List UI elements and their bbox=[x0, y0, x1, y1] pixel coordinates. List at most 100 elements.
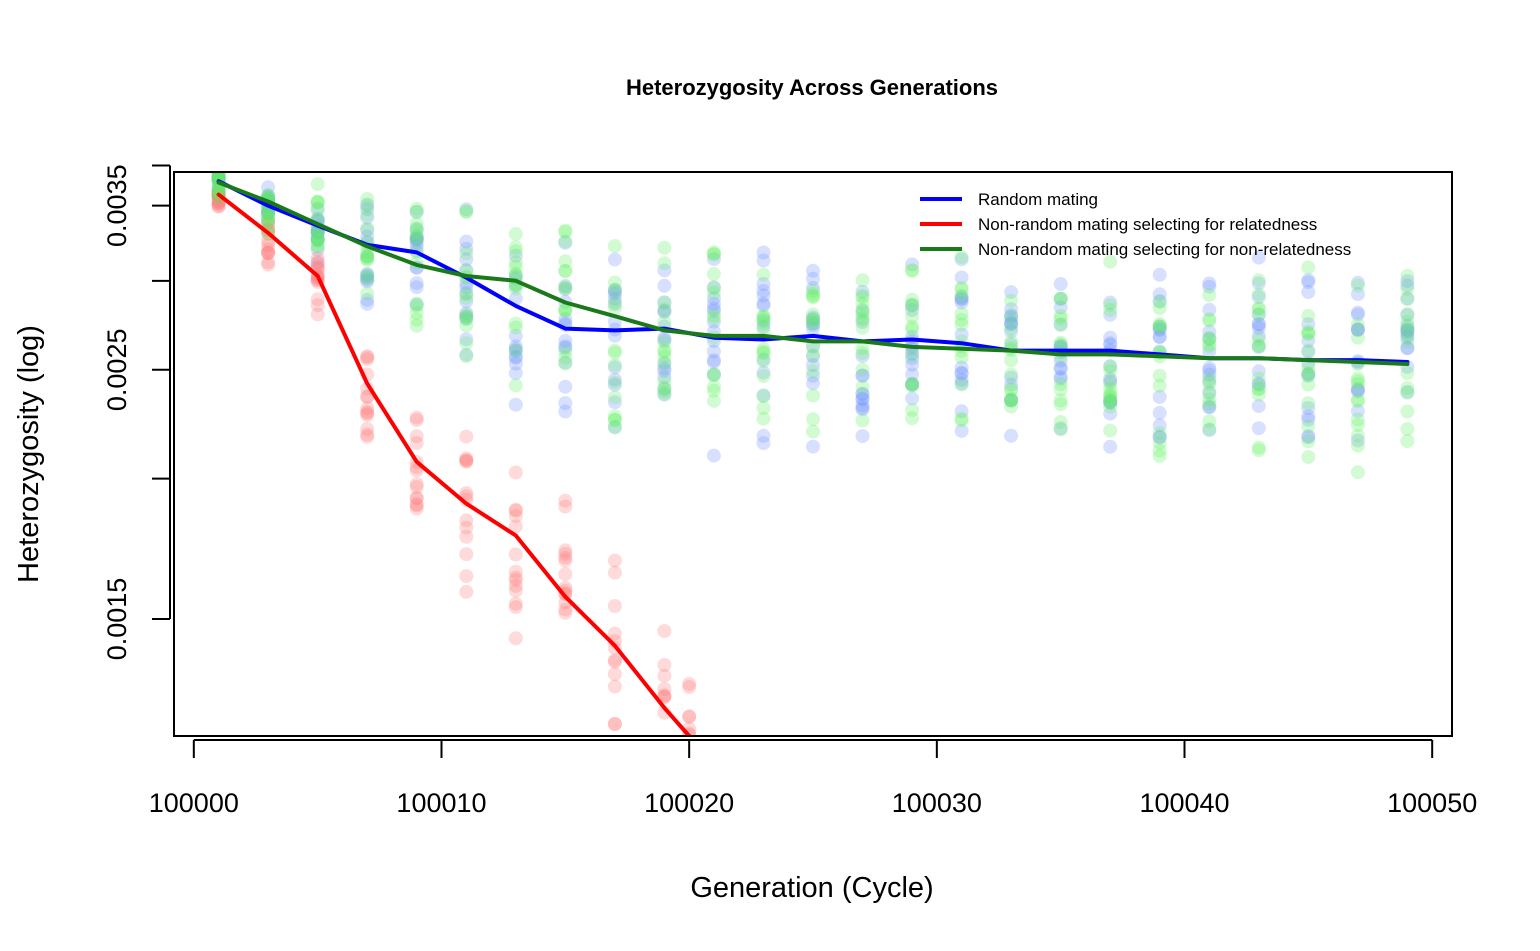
scatter-point bbox=[1251, 273, 1266, 288]
scatter-point bbox=[657, 302, 672, 317]
y-tick-label: 0.0035 bbox=[102, 164, 132, 247]
scatter-point bbox=[459, 294, 474, 309]
legend-label: Non-random mating selecting for relatedn… bbox=[978, 215, 1317, 234]
scatter-point bbox=[508, 227, 523, 241]
scatter-point bbox=[409, 497, 424, 512]
scatter-point bbox=[855, 413, 870, 428]
scatter-point bbox=[310, 259, 325, 274]
scatter-point bbox=[756, 322, 771, 337]
scatter-point bbox=[1350, 383, 1365, 398]
scatter-point bbox=[855, 306, 870, 321]
scatter-point bbox=[558, 333, 573, 348]
scatter-point bbox=[607, 377, 622, 392]
scatter-point bbox=[310, 242, 325, 257]
scatter-point bbox=[508, 342, 523, 357]
scatter-point bbox=[954, 366, 969, 381]
scatter-point bbox=[1053, 335, 1068, 350]
scatter-point bbox=[905, 257, 920, 272]
scatter-point bbox=[905, 348, 920, 363]
scatter-point bbox=[905, 346, 920, 361]
scatter-point bbox=[607, 653, 622, 668]
scatter-point bbox=[1400, 341, 1415, 356]
scatter-point bbox=[261, 212, 276, 227]
scatter-point bbox=[558, 224, 573, 239]
scatter-point bbox=[855, 310, 870, 325]
scatter-point bbox=[806, 310, 820, 325]
scatter-point bbox=[607, 282, 622, 297]
scatter-point bbox=[806, 439, 820, 454]
scatter-point bbox=[657, 305, 672, 320]
scatter-point bbox=[954, 280, 969, 295]
scatter-point bbox=[1202, 330, 1217, 345]
scatter-point bbox=[310, 195, 325, 210]
scatter-point bbox=[657, 374, 672, 388]
scatter-point bbox=[756, 245, 771, 260]
scatter-point bbox=[1251, 371, 1266, 386]
scatter-point bbox=[409, 297, 424, 312]
scatter-point bbox=[855, 341, 870, 356]
scatter-point bbox=[558, 254, 573, 269]
scatter-point bbox=[607, 717, 622, 731]
scatter-point bbox=[706, 281, 721, 295]
scatter-point bbox=[1202, 276, 1217, 291]
scatter-point bbox=[706, 393, 721, 408]
scatter-point bbox=[607, 297, 622, 312]
scatter-point bbox=[409, 312, 424, 327]
scatter-point bbox=[558, 350, 573, 365]
scatter-point bbox=[954, 413, 969, 428]
scatter-point bbox=[1350, 371, 1365, 386]
scatter-point bbox=[1103, 381, 1118, 396]
scatter-point bbox=[607, 409, 622, 424]
scatter-point bbox=[706, 247, 721, 262]
scatter-point bbox=[1152, 426, 1167, 441]
scatter-point bbox=[1400, 268, 1415, 283]
scatter-point bbox=[409, 306, 424, 321]
scatter-point bbox=[1251, 307, 1266, 322]
scatter-point bbox=[360, 427, 375, 442]
scatter-point bbox=[310, 194, 325, 209]
scatter-point bbox=[1301, 345, 1316, 359]
scatter-point bbox=[1400, 291, 1415, 306]
scatter-point bbox=[360, 401, 375, 416]
scatter-point bbox=[1251, 443, 1266, 458]
scatter-point bbox=[360, 251, 375, 266]
scatter-point bbox=[607, 372, 622, 387]
scatter-point bbox=[1004, 302, 1019, 317]
scatter-point bbox=[657, 361, 672, 376]
legend: Random mating Non-random mating selecting… bbox=[920, 190, 1351, 259]
scatter-point bbox=[261, 246, 276, 261]
scatter-point bbox=[1400, 291, 1415, 306]
scatter-point bbox=[360, 268, 375, 283]
scatter-point bbox=[954, 327, 969, 342]
scatter-point bbox=[1202, 331, 1217, 346]
scatter-point bbox=[1400, 384, 1415, 399]
scatter-point bbox=[1400, 326, 1415, 341]
scatter-point bbox=[409, 413, 424, 427]
scatter-point bbox=[459, 318, 474, 333]
scatter-point bbox=[756, 401, 771, 415]
scatter-point bbox=[657, 330, 672, 345]
scatter-point bbox=[508, 266, 523, 281]
scatter-point bbox=[806, 307, 820, 322]
scatter-point bbox=[657, 355, 672, 370]
scatter-point bbox=[508, 349, 523, 364]
scatter-point bbox=[657, 343, 672, 358]
scatter-point bbox=[409, 204, 424, 219]
scatter-point bbox=[409, 205, 424, 219]
scatter-point bbox=[855, 392, 870, 407]
scatter-point bbox=[360, 267, 375, 282]
scatter-point bbox=[806, 349, 820, 364]
scatter-point bbox=[1350, 307, 1365, 322]
scatter-point bbox=[954, 360, 969, 375]
scatter-point bbox=[409, 231, 424, 246]
scatter-point bbox=[756, 365, 771, 380]
scatter-point bbox=[558, 282, 573, 297]
scatter-point bbox=[310, 232, 325, 247]
scatter-point bbox=[855, 315, 870, 330]
scatter-point bbox=[806, 358, 820, 372]
scatter-point bbox=[360, 407, 375, 422]
scatter-point bbox=[1301, 367, 1316, 382]
scatter-point bbox=[1251, 317, 1266, 332]
scatter-point bbox=[409, 480, 424, 494]
scatter-point bbox=[508, 547, 523, 562]
